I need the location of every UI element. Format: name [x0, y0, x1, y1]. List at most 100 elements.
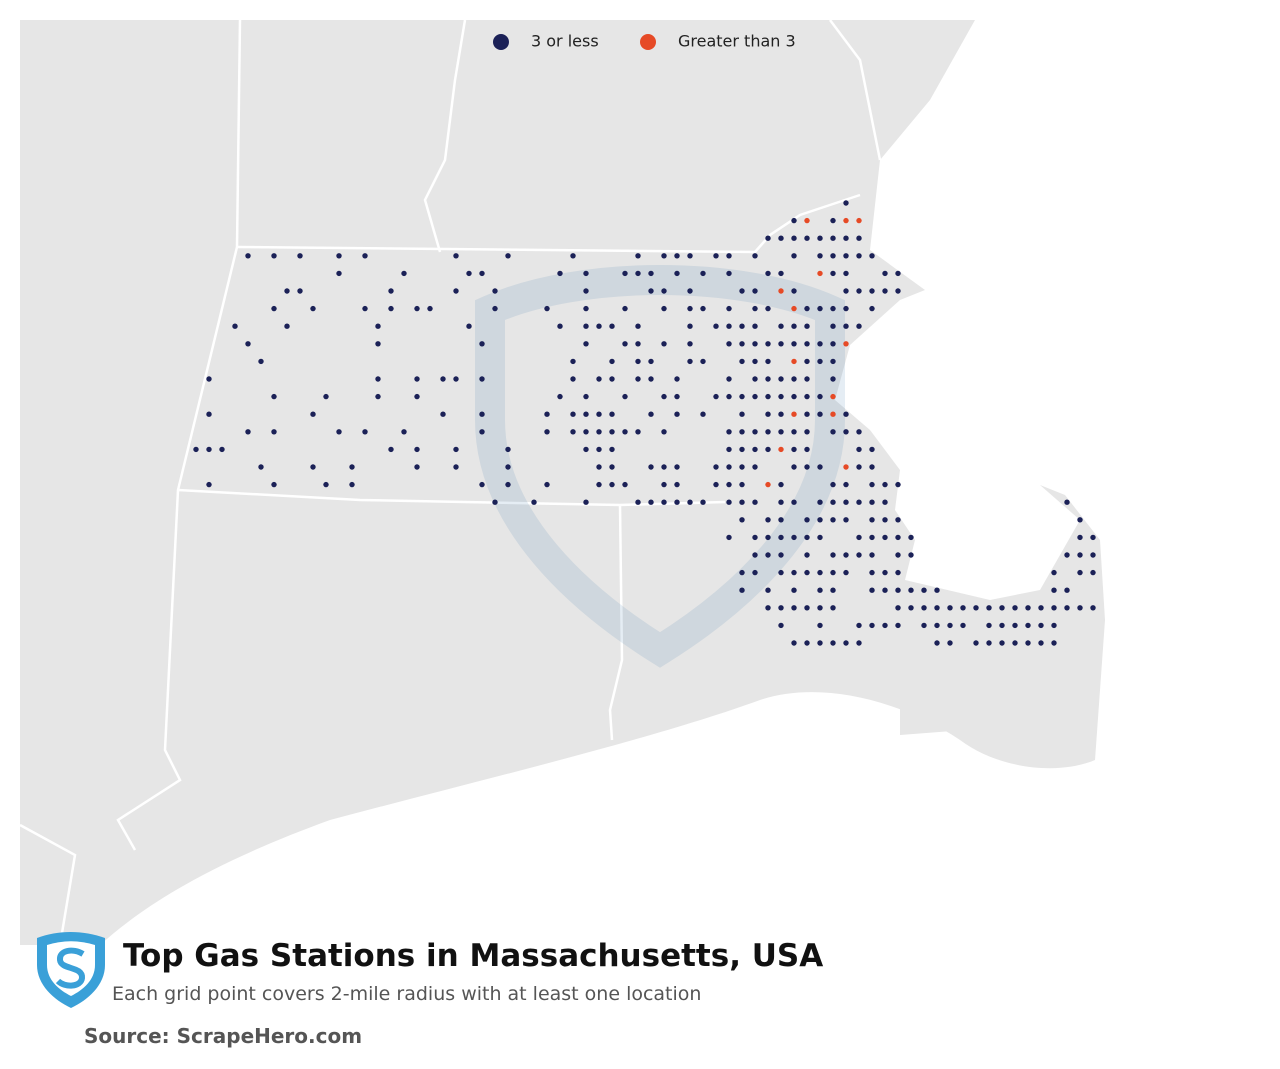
grid-point	[336, 270, 342, 277]
grid-point	[570, 358, 576, 365]
grid-point	[661, 393, 667, 400]
grid-point	[726, 323, 732, 329]
grid-point	[843, 341, 849, 347]
legend: 3 or less Greater than 3	[493, 32, 796, 51]
grid-point	[726, 253, 732, 259]
grid-point	[882, 270, 888, 277]
grid-point	[648, 270, 654, 277]
grid-point	[765, 534, 771, 541]
grid-point	[609, 411, 615, 417]
grid-point	[726, 429, 732, 435]
grid-point	[843, 253, 849, 259]
grid-point	[583, 446, 589, 453]
grid-point	[1090, 605, 1096, 611]
grid-point	[739, 446, 745, 453]
grid-point	[726, 341, 732, 347]
grid-point	[778, 534, 784, 541]
grid-point	[869, 552, 875, 558]
grid-point	[440, 376, 446, 382]
grid-point	[310, 411, 316, 417]
grid-point	[440, 411, 446, 417]
grid-point	[583, 499, 589, 505]
grid-point	[921, 622, 927, 629]
grid-point	[726, 481, 732, 488]
grid-point	[804, 517, 810, 523]
grid-point	[778, 376, 784, 382]
grid-point	[739, 393, 745, 400]
grid-point	[466, 270, 472, 277]
grid-point	[843, 481, 849, 488]
grid-point	[570, 253, 576, 259]
grid-point	[479, 481, 485, 488]
grid-point	[830, 552, 836, 558]
grid-point	[908, 534, 914, 541]
grid-point	[635, 429, 641, 435]
grid-point	[921, 605, 927, 611]
grid-point	[388, 288, 394, 294]
grid-point	[557, 323, 563, 329]
grid-point	[882, 622, 888, 629]
grid-point	[791, 253, 797, 259]
grid-point	[791, 288, 797, 294]
grid-point	[817, 587, 823, 593]
grid-point	[856, 640, 862, 646]
grid-point	[765, 481, 771, 488]
grid-point	[1051, 569, 1057, 576]
grid-point	[206, 376, 212, 382]
grid-point	[986, 605, 992, 611]
grid-point	[713, 253, 719, 259]
grid-point	[583, 323, 589, 329]
grid-point	[830, 305, 836, 312]
grid-point	[648, 411, 654, 417]
grid-point	[791, 376, 797, 382]
grid-point	[232, 323, 238, 329]
grid-point	[895, 605, 901, 611]
grid-point	[1025, 605, 1031, 611]
grid-point	[856, 288, 862, 294]
grid-point	[830, 217, 836, 224]
grid-point	[908, 605, 914, 611]
grid-point	[947, 640, 953, 646]
grid-point	[804, 358, 810, 365]
grid-point	[765, 552, 771, 558]
grid-point	[843, 200, 849, 206]
grid-point	[596, 481, 602, 488]
grid-point	[271, 305, 277, 312]
grid-point	[466, 323, 472, 329]
grid-point	[362, 305, 368, 312]
grid-point	[622, 270, 628, 277]
grid-point	[895, 517, 901, 523]
grid-point	[804, 323, 810, 329]
grid-point	[843, 235, 849, 241]
grid-point	[596, 429, 602, 435]
grid-point	[765, 235, 771, 241]
grid-point	[661, 499, 667, 505]
grid-point	[752, 499, 758, 505]
grid-point	[544, 411, 550, 417]
grid-point	[895, 587, 901, 593]
grid-point	[648, 499, 654, 505]
grid-point	[726, 376, 732, 382]
grid-point	[778, 411, 784, 417]
grid-point	[609, 358, 615, 365]
grid-point	[804, 217, 810, 224]
grid-point	[362, 429, 368, 435]
grid-point	[674, 411, 680, 417]
grid-point	[830, 499, 836, 505]
grid-point	[505, 253, 511, 259]
grid-point	[934, 587, 940, 593]
grid-point	[752, 376, 758, 382]
grid-point	[882, 587, 888, 593]
grid-point	[895, 534, 901, 541]
grid-point	[258, 464, 264, 470]
grid-point	[856, 235, 862, 241]
grid-point	[245, 341, 251, 347]
grid-point	[700, 499, 706, 505]
grid-point	[687, 499, 693, 505]
grid-point	[336, 429, 342, 435]
grid-point	[830, 411, 836, 417]
grid-point	[388, 446, 394, 453]
grid-point	[739, 358, 745, 365]
grid-point	[778, 429, 784, 435]
grid-point	[726, 464, 732, 470]
